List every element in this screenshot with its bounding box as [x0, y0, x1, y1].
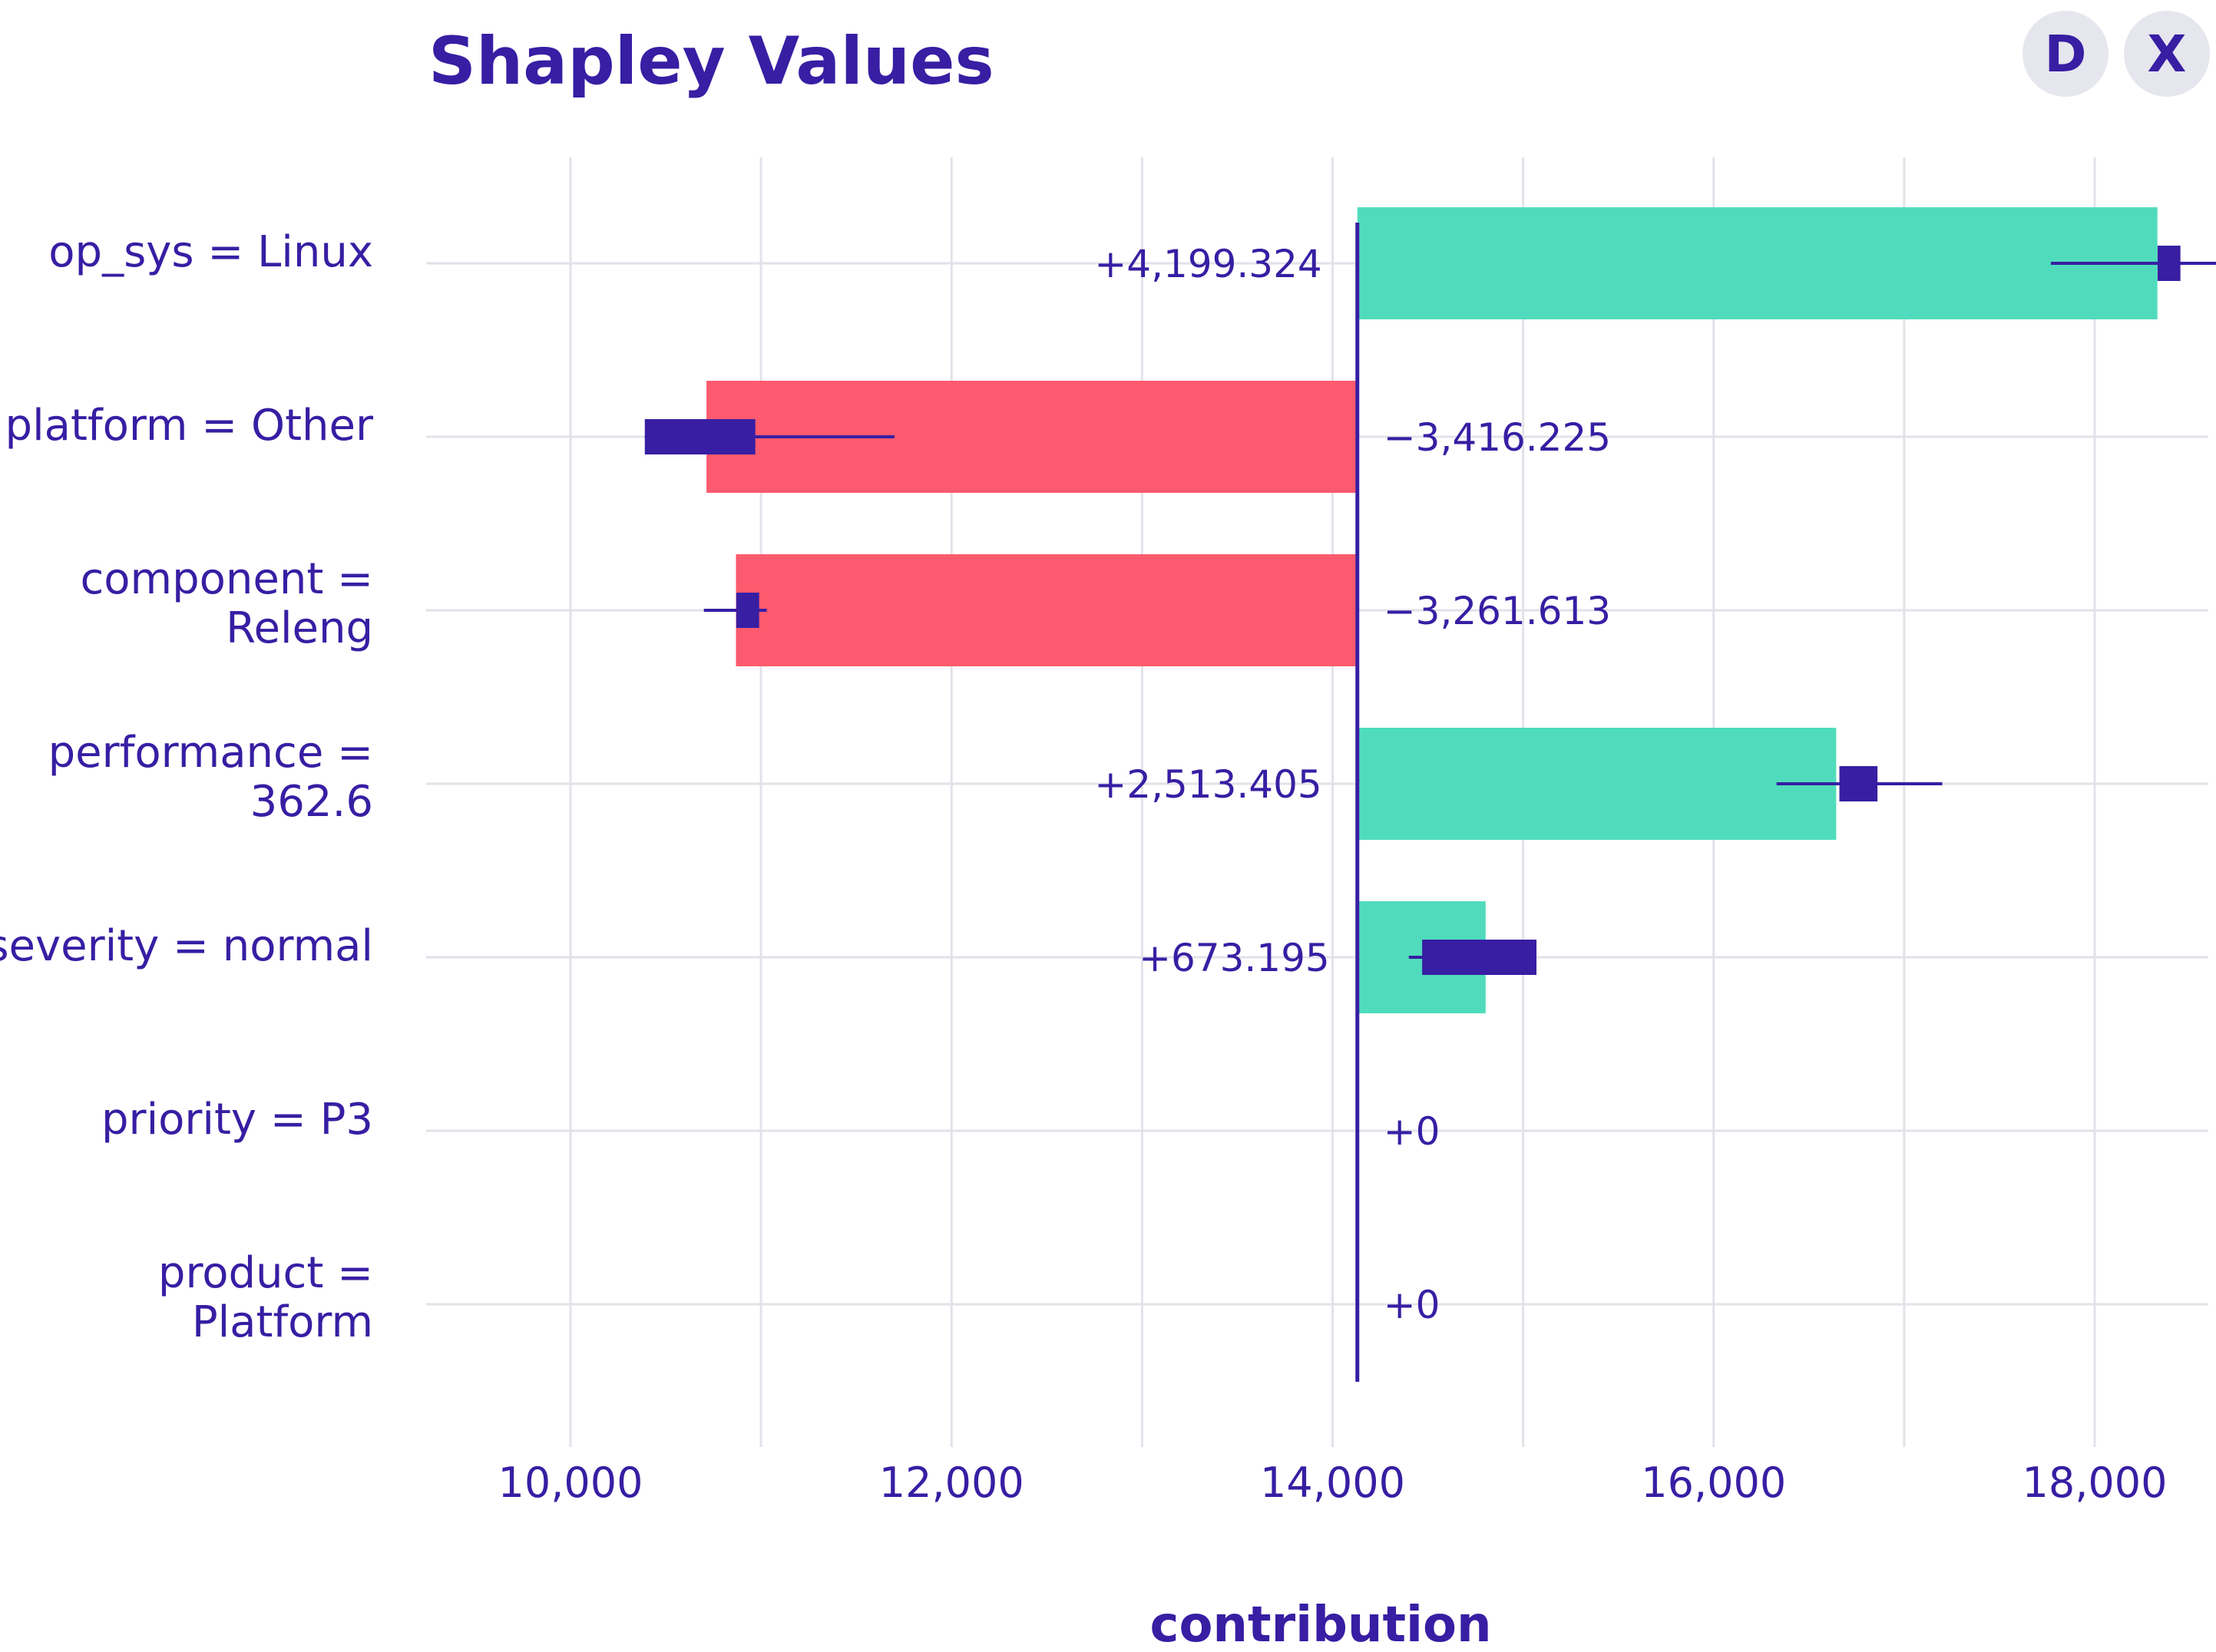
- feature-label: op_sys = Linux: [48, 227, 373, 277]
- whisker-box: [736, 593, 759, 628]
- contribution-bar: [736, 554, 1358, 666]
- value-label: +2,513.405: [1094, 762, 1321, 807]
- value-label: +0: [1384, 1109, 1440, 1154]
- bar-layer: [644, 207, 2216, 1382]
- value-label: +4,199.324: [1094, 242, 1321, 286]
- x-tick-label: 12,000: [879, 1459, 1024, 1507]
- contribution-bar: [1357, 728, 1837, 840]
- value-label: +673.195: [1139, 936, 1330, 980]
- x-tick-label: 16,000: [1641, 1459, 1786, 1507]
- feature-label: severity = normal: [0, 921, 373, 971]
- feature-label: performance =: [48, 728, 373, 778]
- x-tick-label: 14,000: [1260, 1459, 1405, 1507]
- feature-label: Releng: [226, 603, 373, 653]
- feature-label: Platform: [192, 1297, 373, 1347]
- value-label: −3,261.613: [1384, 589, 1611, 633]
- x-tick-label: 10,000: [498, 1459, 643, 1507]
- x-axis-title: contribution: [1150, 1597, 1492, 1652]
- feature-label: product =: [158, 1248, 373, 1298]
- feature-label: 362.6: [250, 777, 373, 827]
- x-tick-label: 18,000: [2023, 1459, 2168, 1507]
- whisker-box: [2157, 246, 2181, 281]
- feature-label: component =: [80, 554, 373, 604]
- whisker-box: [1839, 766, 1878, 801]
- feature-label: platform = Other: [5, 401, 374, 451]
- value-label: −3,416.225: [1384, 415, 1611, 460]
- contribution-bar: [1357, 207, 2158, 319]
- whisker-box: [644, 419, 756, 454]
- label-layer: 10,000 12,000 14,000 16,000 18,000 op_sys = L…: [0, 227, 2167, 1507]
- d-button[interactable]: D: [2023, 11, 2109, 97]
- chart-title: Shapley Values: [428, 23, 994, 100]
- whisker-box: [1422, 940, 1536, 975]
- feature-label: priority = P3: [101, 1095, 373, 1145]
- value-label: +0: [1384, 1283, 1440, 1327]
- x-button[interactable]: X: [2124, 11, 2210, 97]
